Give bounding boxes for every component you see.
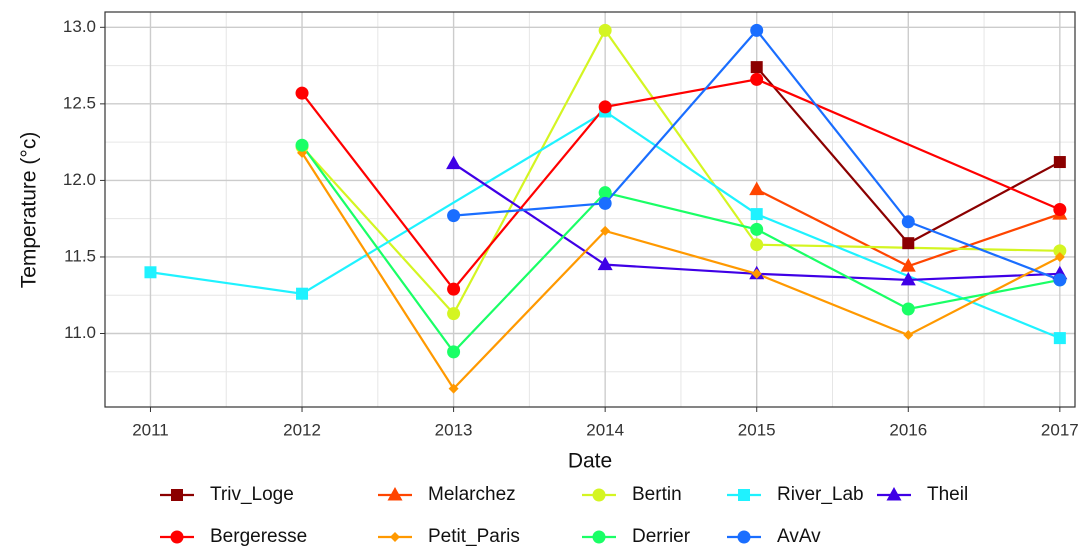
point — [598, 186, 612, 200]
legend-key-marker — [592, 530, 606, 544]
y-tick-label: 12.0 — [63, 170, 96, 189]
point — [1053, 244, 1067, 258]
legend-label: Bergeresse — [210, 526, 307, 547]
point — [900, 258, 916, 272]
legend-key-marker — [737, 530, 751, 544]
point — [750, 23, 764, 37]
point — [1054, 251, 1065, 262]
x-axis-title: Date — [568, 450, 612, 473]
x-tick-label: 2013 — [435, 420, 473, 439]
legend-key-marker — [387, 487, 403, 501]
point — [750, 208, 763, 221]
x-tick-label: 2017 — [1041, 420, 1079, 439]
legend-key-marker — [390, 532, 400, 542]
y-tick-label: 11.0 — [64, 323, 96, 342]
point — [448, 383, 459, 394]
x-tick-label: 2015 — [738, 420, 776, 439]
legend-label: River_Lab — [777, 484, 864, 505]
point — [447, 209, 461, 223]
point — [447, 345, 461, 359]
point — [598, 196, 612, 210]
point — [751, 268, 762, 279]
point — [901, 302, 915, 316]
legend-label: Bertin — [632, 484, 682, 505]
legend-label: AvAv — [777, 526, 821, 547]
point — [750, 222, 764, 236]
point — [750, 61, 763, 74]
point — [600, 225, 611, 236]
legend-key-marker — [170, 530, 184, 544]
point — [750, 238, 764, 252]
legend-key-marker — [886, 487, 902, 501]
point — [1053, 156, 1066, 169]
point — [447, 307, 461, 321]
point — [598, 23, 612, 37]
point — [903, 330, 914, 341]
point — [1053, 332, 1066, 345]
legend-key-marker — [171, 489, 183, 501]
legend-label: Melarchez — [428, 484, 516, 505]
point — [446, 155, 462, 170]
x-tick-label: 2016 — [889, 420, 927, 439]
x-tick-label: 2012 — [283, 420, 321, 439]
x-tick-label: 2014 — [586, 420, 624, 439]
series-line — [301, 152, 1061, 391]
point — [295, 86, 309, 100]
x-tick-label: 2011 — [132, 420, 169, 439]
point — [296, 287, 309, 300]
point — [901, 215, 915, 229]
point — [1053, 203, 1067, 216]
point — [900, 271, 916, 286]
legend-key-marker — [592, 488, 606, 502]
point — [1053, 273, 1067, 287]
point — [447, 282, 461, 296]
point — [598, 100, 612, 114]
point — [749, 181, 765, 196]
y-tick-label: 12.5 — [63, 93, 96, 112]
point — [295, 138, 309, 152]
plot-border — [104, 11, 1076, 408]
point — [597, 256, 613, 271]
legend-label: Derrier — [632, 526, 691, 547]
y-axis-title: Temperature (°c) — [18, 132, 41, 289]
point — [144, 266, 157, 279]
legend-label: Petit_Paris — [428, 526, 520, 547]
series-line — [301, 144, 1061, 354]
y-tick-label: 11.5 — [64, 246, 96, 265]
y-tick-label: 13.0 — [63, 17, 96, 36]
legend-key-marker — [738, 489, 750, 501]
legend-label: Theil — [927, 484, 968, 505]
point — [902, 237, 915, 250]
legend-label: Triv_Loge — [210, 484, 294, 505]
point — [750, 72, 764, 86]
